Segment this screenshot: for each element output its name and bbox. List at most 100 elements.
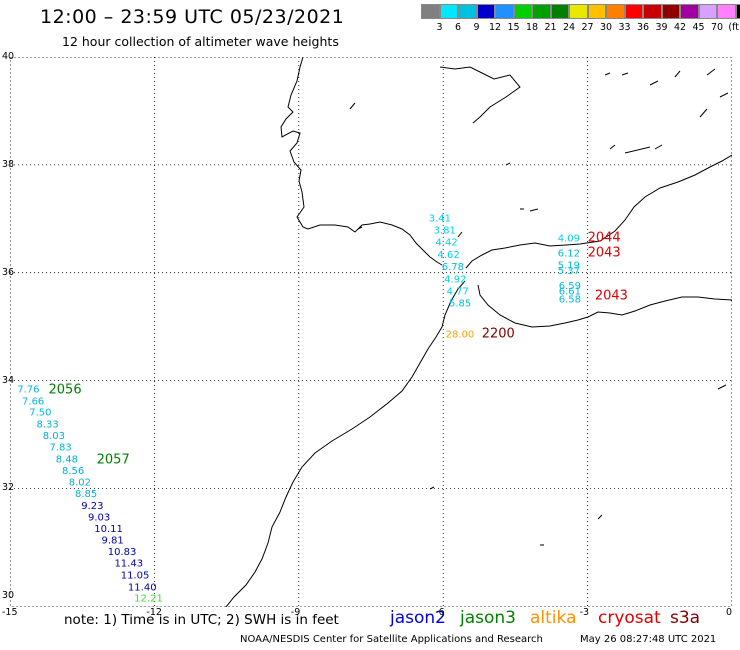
iberia-coastline <box>280 57 443 266</box>
satellite-legend-jason3: jason3 <box>460 608 516 628</box>
lat-axis-label: 32 <box>2 482 15 494</box>
lon-axis-label: -9 <box>290 607 301 618</box>
wave-height-label: 4.77 <box>447 286 469 297</box>
legend-swatch <box>624 4 643 19</box>
wave-height-label: 6.12 <box>558 249 580 260</box>
coastlines <box>225 57 732 607</box>
color-legend <box>421 4 740 19</box>
footer-note: note: 1) Time is in UTC; 2) SWH is in fe… <box>64 612 339 628</box>
wave-height-label: 9.03 <box>88 513 110 524</box>
legend-tick-label: 3 <box>436 22 443 33</box>
lat-axis-label: 30 <box>2 590 15 602</box>
wave-height-label: 8.48 <box>56 454 78 465</box>
wave-height-label: 7.66 <box>22 396 44 407</box>
legend-tick-label: 18 <box>525 22 539 33</box>
wave-height-label: 7.50 <box>29 408 51 419</box>
legend-swatch <box>421 4 440 19</box>
pass-time-label: 2043 <box>595 289 628 304</box>
morocco-atlantic-coastline <box>225 280 466 607</box>
wave-height-label: 5.85 <box>449 299 471 310</box>
wave-height-label: 6.78 <box>442 262 464 273</box>
wave-height-label: 9.23 <box>81 501 103 512</box>
chart-title: 12:00 – 23:59 UTC 05/23/2021 <box>40 6 345 28</box>
legend-swatch <box>513 4 532 19</box>
legend-tick-label: 15 <box>507 22 520 33</box>
satellite-legend-jason2: jason2 <box>390 608 446 628</box>
legend-tick-label: 9 <box>473 22 480 33</box>
legend-tick-label: 36 <box>636 22 650 33</box>
legend-tick-label: 24 <box>562 22 576 33</box>
wave-height-label: 4.09 <box>558 233 580 244</box>
wave-height-label: 10.83 <box>108 547 137 558</box>
spain-med-coastline <box>465 154 732 269</box>
satellite-legend-s3a: s3a <box>670 608 701 628</box>
legend-swatch <box>439 4 458 19</box>
wave-height-label: 6.59 <box>559 281 581 292</box>
legend-tick-label: 39 <box>655 22 668 33</box>
legend-swatch <box>735 4 740 19</box>
wave-height-label: 3.41 <box>429 213 451 224</box>
wave-height-label: 11.05 <box>121 570 150 581</box>
legend-swatch <box>458 4 477 19</box>
wave-height-label: 8.02 <box>69 478 91 489</box>
lat-axis-label: 36 <box>2 266 15 278</box>
satellite-legend-altika: altika <box>530 608 577 628</box>
lon-axis-label: -15 <box>2 607 18 618</box>
legend-tick-label: 21 <box>544 22 557 33</box>
wave-height-label: 6.58 <box>559 294 581 305</box>
wave-height-label: 5.37 <box>558 266 580 277</box>
wave-height-label: 7.76 <box>17 384 39 395</box>
legend-swatch <box>643 4 662 19</box>
legend-tick-label: 42 <box>673 22 687 33</box>
pass-time-label: 2044 <box>588 230 621 245</box>
credit-text: NOAA/NESDIS Center for Satellite Applica… <box>240 634 543 645</box>
wave-height-label: 4.62 <box>437 250 459 261</box>
legend-swatch <box>569 4 588 19</box>
satellite-legend-cryosat: cryosat <box>598 608 661 628</box>
lat-axis-label: 40 <box>2 51 15 62</box>
legend-tick-label: 45 <box>692 22 705 33</box>
lon-axis-label: -12 <box>146 607 162 618</box>
legend-swatch <box>476 4 495 19</box>
map-frame <box>10 57 732 607</box>
wave-height-label: 8.33 <box>36 419 58 430</box>
generated-timestamp: May 26 08:27:48 UTC 2021 <box>580 634 717 645</box>
wave-height-label: 12.21 <box>134 594 163 605</box>
legend-tick-label: (ft) <box>728 22 740 33</box>
wave-height-label: 8.03 <box>43 431 65 442</box>
legend-tick-label: 70 <box>710 22 724 33</box>
chart-subtitle: 12 hour collection of altimeter wave hei… <box>62 34 339 49</box>
wave-height-label: 11.40 <box>128 582 157 593</box>
pass-time-label: 2056 <box>49 382 82 397</box>
legend-swatch <box>680 4 699 19</box>
lon-axis-label: 0 <box>726 607 733 618</box>
morocco-med-coastline <box>477 284 732 328</box>
wave-height-label: 12.88 <box>141 605 170 607</box>
pass-time-label: 2200 <box>482 326 515 341</box>
legend-swatch <box>532 4 551 19</box>
legend-tick-label: 12 <box>488 22 502 33</box>
wave-height-label: 8.56 <box>62 466 84 477</box>
legend-swatch <box>717 4 736 19</box>
wave-height-label: 10.11 <box>94 524 123 535</box>
lon-axis-label: -3 <box>579 607 590 618</box>
wave-height-label: 7.83 <box>49 443 71 454</box>
lon-axis-label: -6 <box>435 607 445 618</box>
lat-lon-grid <box>10 57 732 607</box>
legend-tick-label: 30 <box>599 22 613 33</box>
measurement-overlay: 3.413.81 4.424.626.784.924.77 5.85 28.00 4.0… <box>17 213 628 607</box>
pass-time-label: 2057 <box>97 453 130 468</box>
lat-axis-label: 34 <box>2 374 15 386</box>
legend-swatch <box>587 4 606 19</box>
legend-swatch <box>495 4 514 19</box>
wave-height-label: 11.43 <box>114 559 143 570</box>
pass-time-label: 2043 <box>588 246 621 261</box>
wave-height-label: 4.42 <box>435 238 457 249</box>
wave-height-label: 8.85 <box>75 489 97 500</box>
wave-height-label: 6.61 <box>559 286 581 297</box>
wave-height-label: 5.19 <box>558 260 580 271</box>
lat-axis-label: 38 <box>2 158 15 170</box>
wave-height-label: 9.81 <box>101 535 123 546</box>
wave-height-label: 28.00 <box>446 329 475 340</box>
